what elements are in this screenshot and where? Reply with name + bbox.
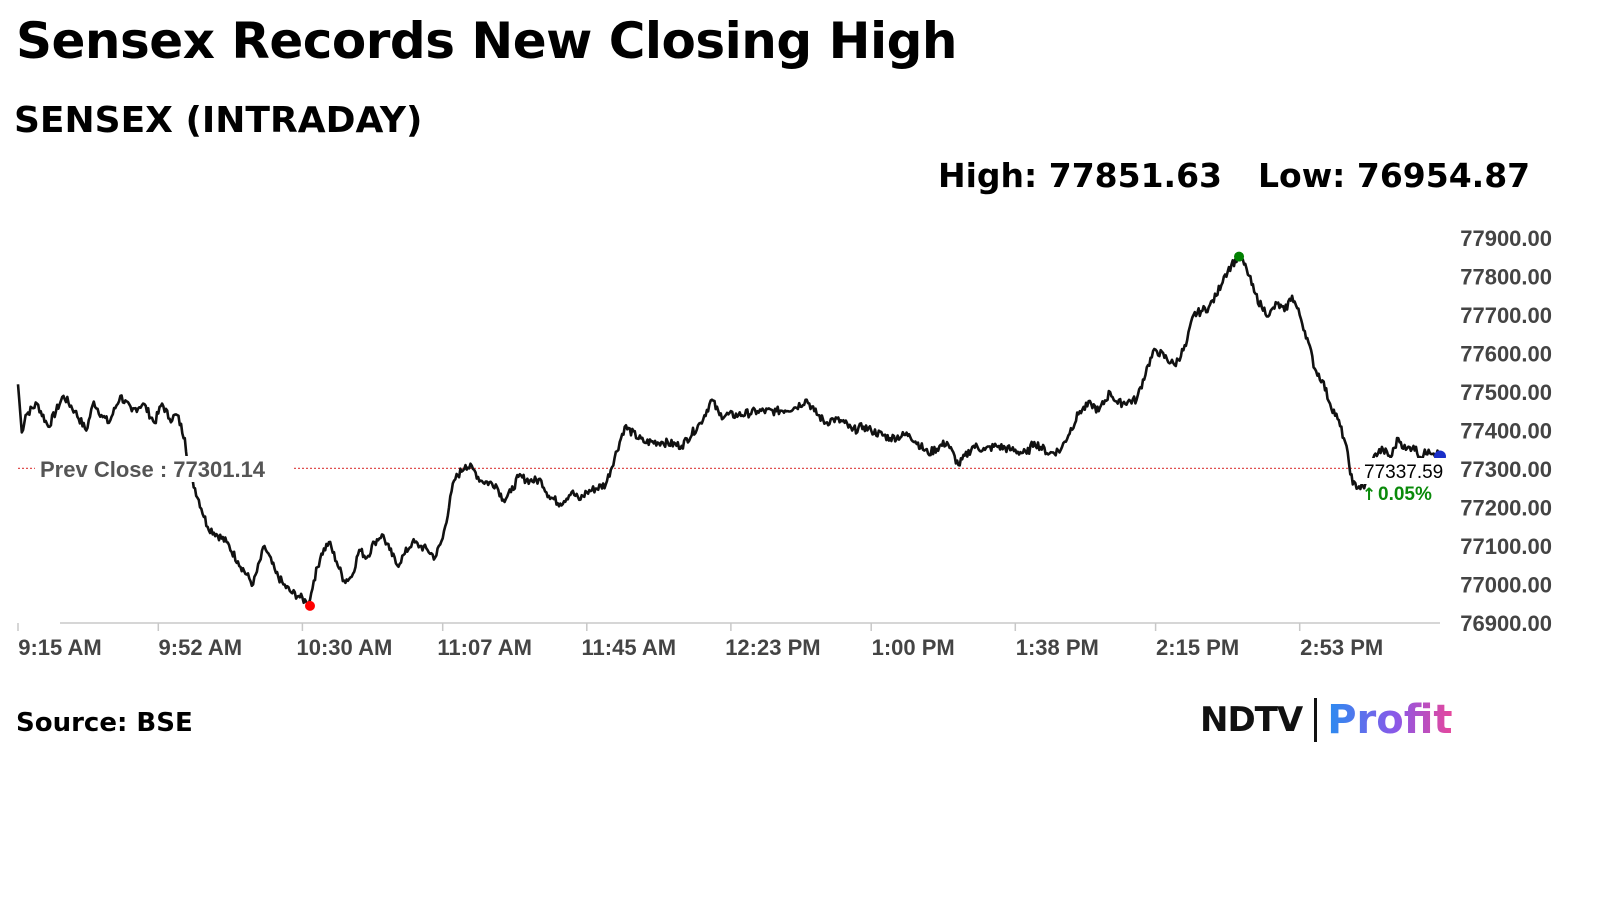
logo-ndtv-text: NDTV <box>1200 700 1303 740</box>
y-tick-label: 77300.00 <box>1460 457 1552 482</box>
x-tick-label: 1:00 PM <box>872 635 955 660</box>
y-tick-label: 77100.00 <box>1460 534 1552 559</box>
chart-title: SENSEX (INTRADAY) <box>14 100 423 141</box>
change-arrow: ↑ <box>1362 485 1376 505</box>
x-tick-label: 9:52 AM <box>159 635 243 660</box>
y-tick-label: 76900.00 <box>1460 611 1552 636</box>
change-percent: 0.05% <box>1378 484 1432 505</box>
source-note: Source: BSE <box>16 708 193 738</box>
x-tick-label: 2:53 PM <box>1300 635 1383 660</box>
x-tick-label: 1:38 PM <box>1016 635 1099 660</box>
x-tick-label: 10:30 AM <box>297 635 393 660</box>
high-stat: High: 77851.63 <box>938 156 1222 195</box>
intraday-chart: 77900.00 77800.00 77700.00 77600.00 77500.00… <box>16 226 1552 660</box>
low-stat: Low: 76954.87 <box>1258 156 1531 195</box>
y-tick-label: 77800.00 <box>1460 265 1552 290</box>
y-tick-label: 77400.00 <box>1460 419 1552 444</box>
high-marker <box>1234 251 1245 262</box>
last-value-bg <box>1360 458 1450 484</box>
x-tick-label: 12:23 PM <box>725 635 820 660</box>
y-tick-label: 77700.00 <box>1460 303 1552 328</box>
x-tick-label: 11:45 AM <box>582 635 677 660</box>
y-tick-label: 77000.00 <box>1460 573 1552 598</box>
logo-profit-text: Profit <box>1327 697 1453 743</box>
last-value-label: 77337.59 <box>1364 462 1443 483</box>
y-axis: 77900.00 77800.00 77700.00 77600.00 77500.00… <box>1460 226 1552 636</box>
sensex-price-line <box>16 252 1441 606</box>
x-tick-label: 2:15 PM <box>1156 635 1239 660</box>
x-tick-label: 11:07 AM <box>437 635 532 660</box>
ndtv-profit-logo: NDTV Profit <box>1200 690 1452 750</box>
y-tick-label: 77900.00 <box>1460 226 1552 251</box>
logo-divider <box>1314 698 1318 742</box>
prev-close-label-bg <box>35 456 293 482</box>
x-axis: 9:15 AM 9:52 AM 10:30 AM 11:07 AM 11:45 AM 12… <box>17 623 1383 660</box>
headline: Sensex Records New Closing High <box>16 12 957 70</box>
x-tick-label: 9:15 AM <box>18 635 102 660</box>
y-tick-label: 77200.00 <box>1460 496 1552 521</box>
low-marker <box>304 600 315 611</box>
y-tick-label: 77600.00 <box>1460 342 1552 367</box>
y-tick-label: 77500.00 <box>1460 380 1552 405</box>
prev-close-label: Prev Close : 77301.14 <box>40 457 266 482</box>
